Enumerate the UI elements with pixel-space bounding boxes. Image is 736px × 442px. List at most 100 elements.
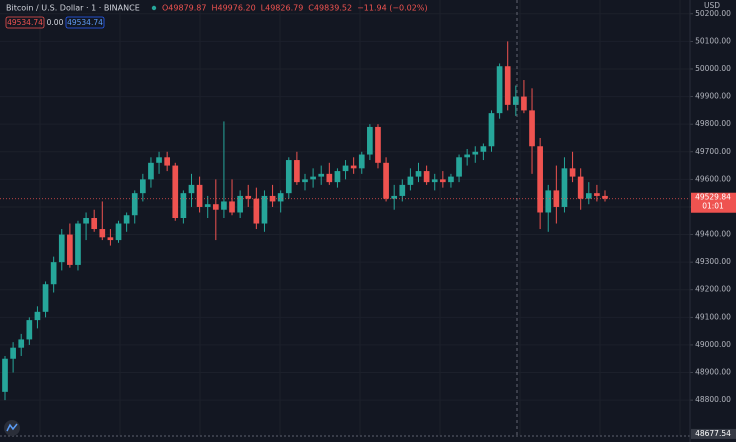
candle-body <box>310 176 316 180</box>
candle-body <box>131 193 138 216</box>
candle-body <box>172 165 179 218</box>
candle-body <box>577 176 584 199</box>
y-tick-label: 50200.00 <box>695 9 731 18</box>
last-price-badge <box>691 192 736 213</box>
candle-body <box>480 146 487 152</box>
candle-body <box>237 195 243 213</box>
candle-body <box>253 198 260 224</box>
candles <box>2 41 608 401</box>
candle-body <box>334 171 341 183</box>
candle-body <box>521 96 527 111</box>
y-tick-label: 49700.00 <box>695 147 731 156</box>
candle-body <box>585 193 592 199</box>
candle-body <box>229 201 235 213</box>
candle-body <box>83 218 89 224</box>
candle-body <box>448 176 454 183</box>
buy-price: 49534.74 <box>67 18 103 27</box>
candle-body <box>561 168 568 207</box>
candle-body <box>488 113 495 147</box>
sell-badge[interactable] <box>5 16 45 29</box>
candle-body <box>50 262 57 285</box>
sell-price: 49534.74 <box>7 18 43 27</box>
candle-body <box>294 160 300 183</box>
candle-body <box>26 320 33 340</box>
candle-body <box>431 179 438 183</box>
candle-body <box>358 154 365 169</box>
grid: 48800.00 48900.00 49000.00 49100.00 49200.00… <box>690 8 732 405</box>
y-tick-label: 49300.00 <box>695 257 731 266</box>
candle-body <box>285 160 292 194</box>
candle-body <box>529 110 535 147</box>
candle-body <box>196 184 203 207</box>
candle-body <box>512 96 519 105</box>
candle-body <box>415 171 422 177</box>
y-tick-label: 48900.00 <box>695 368 731 377</box>
ohlc-value: −11.94 (−0.02%) <box>357 4 428 13</box>
candle-body <box>123 215 130 224</box>
candle-body <box>375 126 381 163</box>
candle-body <box>504 66 511 105</box>
candle-body <box>594 193 600 196</box>
candle-body <box>212 204 219 210</box>
candle-body <box>569 168 576 177</box>
candle-body <box>472 151 479 155</box>
candle-body <box>537 146 543 213</box>
candle-body <box>204 204 211 207</box>
candle-body <box>553 190 560 207</box>
candle-body <box>188 184 195 194</box>
candle-body <box>107 237 114 241</box>
y-tick-label: 48800.00 <box>695 395 731 404</box>
candle-body <box>148 162 154 180</box>
candle-body <box>383 162 389 199</box>
countdown: 01:01 <box>702 202 724 211</box>
candle-body <box>2 358 8 392</box>
candle-body <box>545 190 552 213</box>
candle-body <box>91 218 98 230</box>
candle-body <box>115 223 122 241</box>
candle-body <box>67 234 73 265</box>
y-tick-label: 49600.00 <box>695 174 731 183</box>
logo[interactable] <box>4 420 20 436</box>
ohlc-value: O49879.87 <box>162 4 206 13</box>
market-status <box>151 5 157 11</box>
candle-body <box>140 179 146 194</box>
y-tick-label: 50000.00 <box>695 64 731 73</box>
candle-body <box>326 173 333 183</box>
last-price-label: 49529.84 <box>695 193 731 202</box>
candle-body <box>164 157 170 166</box>
candle-body <box>34 311 41 321</box>
candle-body <box>464 154 470 158</box>
logo-icon <box>6 423 18 432</box>
candle-body <box>269 195 276 202</box>
candle-body <box>456 157 462 177</box>
candle-body <box>318 173 325 177</box>
candle-body <box>75 223 81 265</box>
symbol: Bitcoin / U.S. Dollar · 1 · BINANCE <box>6 4 140 13</box>
candle-body <box>99 229 106 238</box>
candle-body <box>42 284 49 312</box>
candle-body <box>277 193 284 202</box>
ohlc-value: C49839.52 <box>308 4 352 13</box>
ohlc-value: H49976.20 <box>211 4 255 13</box>
candle-body <box>391 195 398 199</box>
crosshair-price-badge <box>691 428 736 439</box>
candle-body <box>221 201 227 210</box>
crosshair-price-label: 48677.54 <box>695 429 731 438</box>
currency: USD <box>704 1 720 10</box>
y-tick-label: 49900.00 <box>695 92 731 101</box>
spread: 0.00 <box>47 18 64 27</box>
y-tick-label: 50100.00 <box>695 36 731 45</box>
candle-body <box>18 339 25 348</box>
ohlc-value: L49826.79 <box>261 4 304 13</box>
candle-body <box>10 347 16 359</box>
buy-badge[interactable] <box>65 16 105 29</box>
y-tick-label: 49100.00 <box>695 312 731 321</box>
candle-body <box>350 165 357 169</box>
candle-body <box>399 184 406 196</box>
y-tick-label: 49000.00 <box>695 340 731 349</box>
candle-body <box>440 179 446 183</box>
candle-body <box>302 179 308 183</box>
